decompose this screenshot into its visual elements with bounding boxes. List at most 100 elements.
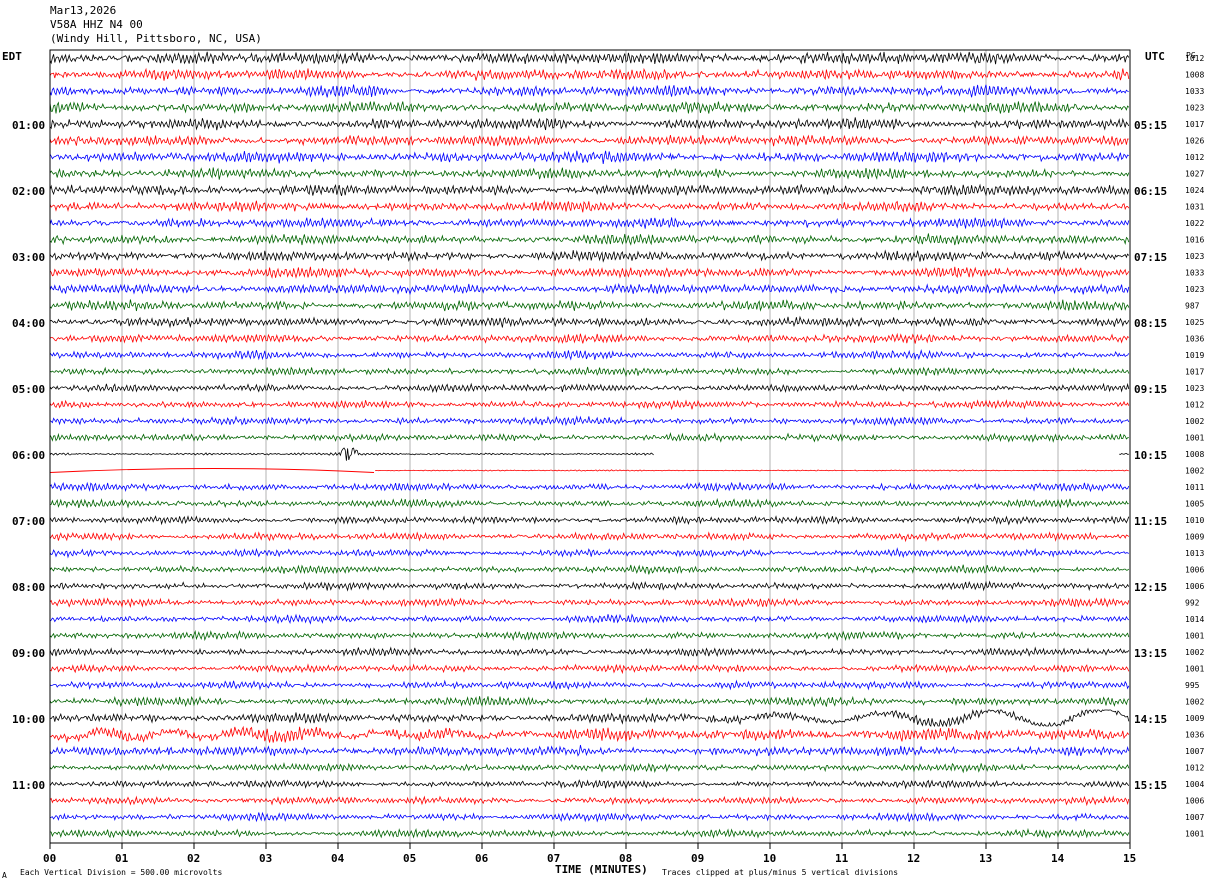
trace-row xyxy=(49,531,1130,543)
row-offset-label: 1009 xyxy=(1185,533,1204,542)
trace-row xyxy=(49,150,1129,164)
right-hour-label: 08:15 xyxy=(1134,317,1167,330)
x-axis-ticks: 00 01 02 03 04 05 06 07 08 09 10 11 12 13 14 15 xyxy=(43,843,1136,865)
row-offset-label: 1001 xyxy=(1185,830,1204,839)
trace-row xyxy=(49,613,1130,625)
left-hour-label: 09:00 xyxy=(12,647,45,660)
row-offset-label: 1002 xyxy=(1185,467,1204,476)
row-offset-label: 1008 xyxy=(1185,450,1204,459)
row-offset-label: 1016 xyxy=(1185,236,1204,245)
x-tick-label: 09 xyxy=(691,852,704,865)
x-tick-label: 05 xyxy=(403,852,416,865)
row-offset-label: 1013 xyxy=(1185,549,1204,558)
x-tick-label: 07 xyxy=(547,852,560,865)
x-tick-label: 13 xyxy=(979,852,992,865)
row-offset-label: 1009 xyxy=(1185,714,1204,723)
left-hour-label: 08:00 xyxy=(12,581,45,594)
row-offset-label: 1010 xyxy=(1185,516,1204,525)
trace-row xyxy=(49,515,1130,526)
trace-row xyxy=(49,415,1130,427)
left-hour-label: 02:00 xyxy=(12,185,45,198)
row-offset-label: 1019 xyxy=(1185,351,1204,360)
trace-row xyxy=(49,580,1130,592)
trace-row xyxy=(49,100,1130,114)
trace-row xyxy=(49,282,1130,296)
right-timezone-label: UTC xyxy=(1145,50,1165,63)
row-offset-label: 1017 xyxy=(1185,120,1204,129)
trace-row xyxy=(49,547,1130,559)
row-offset-label: 1033 xyxy=(1185,269,1204,278)
row-offset-label: 1001 xyxy=(1185,632,1204,641)
row-offset-label: 1036 xyxy=(1185,731,1204,740)
right-time-labels: 05:15 06:15 07:15 08:15 09:15 10:15 11:15 12:15… xyxy=(1134,119,1167,792)
trace-row xyxy=(49,679,1130,691)
right-hour-label: 15:15 xyxy=(1134,779,1167,792)
row-offset-label: 992 xyxy=(1185,599,1200,608)
x-tick-label: 01 xyxy=(115,852,129,865)
left-hour-label: 05:00 xyxy=(12,383,45,396)
left-hour-label: 04:00 xyxy=(12,317,45,330)
row-offset-label: 1001 xyxy=(1185,665,1204,674)
trace-row xyxy=(49,315,1130,329)
trace-row xyxy=(49,117,1130,131)
row-offset-label: 1008 xyxy=(1185,71,1204,80)
row-offset-label: 1005 xyxy=(1185,500,1204,509)
trace-row xyxy=(49,348,1130,361)
right-hour-label: 13:15 xyxy=(1134,647,1167,660)
trace-row xyxy=(49,597,1130,609)
trace-row xyxy=(49,744,1130,757)
row-offset-label: 1006 xyxy=(1185,566,1204,575)
right-hour-label: 05:15 xyxy=(1134,119,1167,132)
trace-row xyxy=(375,469,1129,472)
left-hour-label: 07:00 xyxy=(12,515,45,528)
x-tick-label: 14 xyxy=(1051,852,1065,865)
trace-row xyxy=(49,447,1129,461)
x-tick-label: 12 xyxy=(907,852,920,865)
corner-mark: A xyxy=(2,871,7,880)
x-tick-label: 15 xyxy=(1123,852,1136,865)
trace-row xyxy=(49,709,1130,728)
left-timezone-label: EDT xyxy=(2,50,22,63)
row-offset-label: 1001 xyxy=(1185,434,1204,443)
station-code: V58A HHZ N4 00 xyxy=(50,18,143,31)
row-offset-label: 1023 xyxy=(1185,252,1204,261)
row-offset-label: 987 xyxy=(1185,302,1200,311)
row-offset-label: 1026 xyxy=(1185,137,1204,146)
x-tick-label: 06 xyxy=(475,852,489,865)
left-hour-label: 11:00 xyxy=(12,779,45,792)
row-offset-label: 1025 xyxy=(1185,318,1204,327)
left-time-labels: 01:00 02:00 03:00 04:00 05:00 06:00 07:00 08:00… xyxy=(12,119,45,792)
helicorder-date: Mar13,2026 xyxy=(50,4,117,17)
left-hour-label: 10:00 xyxy=(12,713,45,726)
trace-row xyxy=(49,67,1130,81)
minute-grid xyxy=(121,50,1059,843)
trace-row xyxy=(49,564,1130,575)
left-hour-label: 01:00 xyxy=(12,119,45,132)
seismic-traces xyxy=(49,51,1130,839)
right-hour-label: 11:15 xyxy=(1134,515,1167,528)
plot-frame xyxy=(49,49,1131,844)
trace-row xyxy=(49,299,1130,312)
x-tick-label: 02 xyxy=(187,852,200,865)
row-offset-label: 1002 xyxy=(1185,417,1204,426)
row-offset-label: 1023 xyxy=(1185,384,1204,393)
row-offset-label: 1012 xyxy=(1185,764,1204,773)
right-hour-label: 12:15 xyxy=(1134,581,1167,594)
trace-row xyxy=(49,646,1130,657)
row-offset-label: 1033 xyxy=(1185,87,1204,96)
x-tick-label: 03 xyxy=(259,852,272,865)
trace-row xyxy=(49,366,1130,378)
station-location: (Windy Hill, Pittsboro, NC, USA) xyxy=(50,32,262,45)
row-offset-label: 1022 xyxy=(1185,219,1204,228)
x-tick-label: 10 xyxy=(763,852,776,865)
trace-row xyxy=(49,399,1130,411)
right-hour-label: 07:15 xyxy=(1134,251,1167,264)
row-offset-label: 1012 xyxy=(1185,54,1204,63)
x-tick-label: 04 xyxy=(331,852,345,865)
row-offset-label: 1006 xyxy=(1185,582,1204,591)
trace-row xyxy=(49,762,1130,774)
row-offset-label: 1002 xyxy=(1185,698,1204,707)
left-hour-label: 03:00 xyxy=(12,251,45,264)
trace-row xyxy=(49,811,1129,823)
trace-row xyxy=(49,779,1130,790)
